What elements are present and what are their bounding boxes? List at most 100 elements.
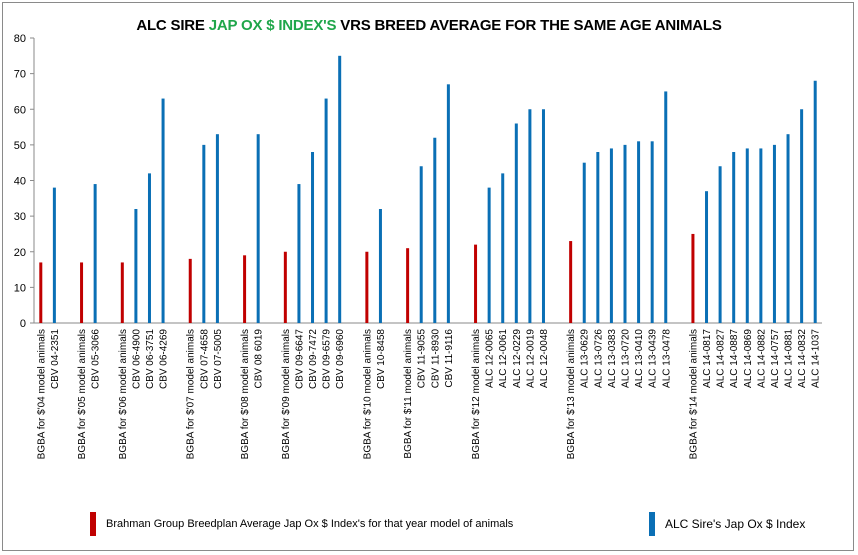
bar-sire bbox=[52, 187, 56, 323]
bar-sire bbox=[705, 191, 709, 323]
bar-sire bbox=[514, 123, 518, 323]
bar-sire bbox=[582, 162, 586, 323]
x-tick-label: ALC 14-0757 bbox=[770, 329, 781, 388]
bar-sire bbox=[786, 134, 790, 323]
bar-breed-average bbox=[243, 255, 247, 323]
x-tick-label: BGBA for $'08 model animals bbox=[240, 329, 251, 459]
legend-label-breed-average: Brahman Group Breedplan Average Jap Ox $… bbox=[106, 518, 514, 530]
y-tick-label: 30 bbox=[14, 211, 26, 223]
x-tick-label: CBV 04-2351 bbox=[50, 329, 61, 389]
legend-item-sire: ALC Sire's Jap Ox $ Index bbox=[649, 512, 805, 536]
bar-sire bbox=[637, 141, 641, 323]
legend-item-breed-average: Brahman Group Breedplan Average Jap Ox $… bbox=[90, 512, 513, 536]
bar-sire bbox=[623, 144, 627, 323]
bar-sire bbox=[215, 134, 219, 323]
x-tick-label: ALC 13-0439 bbox=[648, 329, 659, 388]
x-tick-label: CBV 06-3751 bbox=[145, 329, 156, 389]
x-tick-label: BGBA for $'05 model animals bbox=[77, 329, 88, 459]
x-tick-label: CBV 11-8930 bbox=[430, 329, 441, 389]
bar-sire bbox=[609, 148, 613, 323]
x-tick-label: CBV 06-4269 bbox=[159, 329, 170, 389]
x-tick-label: ALC 12-0019 bbox=[525, 329, 536, 388]
bar-sire bbox=[650, 141, 654, 323]
x-tick-label: ALC 12-0061 bbox=[498, 329, 509, 388]
chart-title: ALC SIRE JAP OX $ INDEX'S VRS BREED AVER… bbox=[0, 17, 858, 34]
x-tick-label: BGBA for $'06 model animals bbox=[118, 329, 129, 459]
x-tick-label: CBV 07-5005 bbox=[213, 329, 224, 389]
bar-sire bbox=[541, 109, 545, 323]
y-tick-label: 20 bbox=[14, 247, 26, 259]
bar-sire bbox=[528, 109, 532, 323]
x-tick-label: CBV 11-9055 bbox=[417, 329, 428, 389]
x-tick-label: BGBA for $'13 model animals bbox=[566, 329, 577, 459]
x-tick-label: ALC 14-0882 bbox=[756, 329, 767, 388]
bar-sire bbox=[446, 84, 450, 323]
x-tick-label: BGBA for $'11 model animals bbox=[403, 329, 414, 459]
x-tick-label: CBV 11-9116 bbox=[444, 329, 455, 388]
bar-breed-average bbox=[474, 244, 478, 323]
y-tick-label: 50 bbox=[14, 140, 26, 152]
x-tick-label: BGBA for $'07 model animals bbox=[186, 329, 197, 459]
bar-sire bbox=[800, 109, 804, 323]
bar-breed-average bbox=[39, 262, 43, 323]
bar-sire bbox=[311, 152, 315, 323]
y-tick-label: 60 bbox=[14, 104, 26, 116]
x-tick-label: CBV 08 6019 bbox=[254, 329, 265, 389]
x-tick-label: ALC 12-0065 bbox=[485, 329, 496, 388]
axes bbox=[33, 38, 822, 324]
x-tick-label: ALC 14-0827 bbox=[716, 329, 727, 388]
bar-sire bbox=[338, 55, 342, 323]
bar-breed-average bbox=[365, 251, 369, 323]
x-tick-label: ALC 14-1037 bbox=[811, 329, 822, 388]
x-tick-labels: BGBA for $'04 model animals CBV 04-2351 BG… bbox=[36, 329, 821, 460]
y-tick-label: 40 bbox=[14, 176, 26, 188]
bars bbox=[39, 55, 817, 323]
x-tick-label: ALC 13-0629 bbox=[580, 329, 591, 388]
x-tick-label: CBV 09-7472 bbox=[308, 329, 319, 389]
bar-breed-average bbox=[691, 233, 695, 323]
bar-breed-average bbox=[283, 251, 287, 323]
x-tick-label: CBV 07-4658 bbox=[199, 329, 210, 389]
y-tick-label: 10 bbox=[14, 282, 26, 294]
x-tick-label: BGBA for $'12 model animals bbox=[471, 329, 482, 459]
y-tick-label: 80 bbox=[14, 33, 26, 45]
bar-sire bbox=[93, 184, 97, 323]
x-tick-label: ALC 12-0229 bbox=[512, 329, 523, 388]
x-tick-label: ALC 13-0720 bbox=[621, 329, 632, 388]
title-part-1: ALC SIRE bbox=[136, 17, 209, 34]
bar-sire bbox=[147, 173, 151, 323]
legend-swatch-red bbox=[90, 512, 96, 536]
title-part-3: VRS BREED AVERAGE FOR THE SAME AGE ANIMA… bbox=[336, 17, 722, 34]
bar-sire bbox=[433, 137, 437, 323]
bar-sire bbox=[745, 148, 749, 323]
x-tick-label: ALC 14-0869 bbox=[743, 329, 754, 388]
x-tick-label: ALC 13-0383 bbox=[607, 329, 618, 388]
bar-sire bbox=[813, 80, 817, 323]
bar-sire bbox=[487, 187, 491, 323]
bar-breed-average bbox=[406, 248, 410, 323]
legend-swatch-blue bbox=[649, 512, 655, 536]
y-tick-labels: 0 10 20 30 40 50 60 70 80 bbox=[14, 33, 34, 330]
x-tick-label: BGBA for $'04 model animals bbox=[36, 329, 47, 459]
x-tick-label: CBV 09-6579 bbox=[322, 329, 333, 389]
bar-breed-average bbox=[569, 241, 573, 323]
bar-sire bbox=[419, 166, 423, 323]
bar-breed-average bbox=[188, 258, 192, 323]
bar-sire bbox=[759, 148, 763, 323]
legend-label-sire: ALC Sire's Jap Ox $ Index bbox=[665, 517, 806, 531]
bar-sire bbox=[256, 134, 260, 323]
x-tick-label: ALC 13-0410 bbox=[634, 329, 645, 388]
x-tick-label: CBV 05-3066 bbox=[91, 329, 102, 389]
bar-sire bbox=[596, 152, 600, 323]
bar-sire bbox=[732, 152, 736, 323]
bar-sire bbox=[378, 209, 382, 323]
x-tick-label: ALC 13-0478 bbox=[661, 329, 672, 388]
y-tick-label: 0 bbox=[20, 318, 26, 330]
x-tick-label: CBV 10-8458 bbox=[376, 329, 387, 389]
x-tick-label: BGBA for $'14 model animals bbox=[688, 329, 699, 459]
bar-sire bbox=[664, 91, 668, 323]
x-tick-label: ALC 14-0881 bbox=[784, 329, 795, 388]
x-tick-label: CBV 09-6647 bbox=[294, 329, 305, 389]
